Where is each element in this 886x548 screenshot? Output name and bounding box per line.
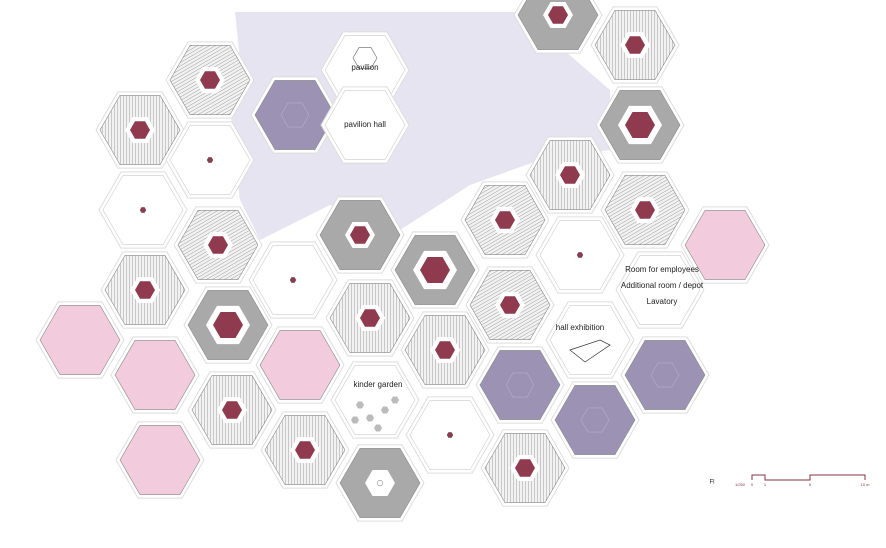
floor-label: Fl — [710, 480, 715, 486]
play-element — [356, 401, 364, 409]
scale-tick: 5 — [809, 482, 812, 487]
hex-white — [619, 255, 701, 325]
exhibit-outline — [569, 339, 611, 363]
play-element — [374, 424, 382, 432]
hex-core — [435, 341, 455, 359]
label-hall-exhibition: hall exhibition — [556, 323, 604, 332]
hex-inner — [580, 407, 610, 433]
hex-core — [420, 257, 450, 283]
label-lavatory: Lavatory — [647, 297, 678, 306]
hex-pink — [39, 305, 121, 375]
pavilion-outline — [352, 47, 378, 69]
hex-dot — [446, 432, 454, 438]
hex-pink — [684, 210, 766, 280]
scale-tick: 0 — [751, 482, 754, 487]
hex-purple — [479, 350, 561, 420]
hex-dot — [576, 252, 584, 258]
scale-bar: 1/250 0 1 5 10 m — [735, 474, 871, 487]
hex-dot — [139, 207, 147, 213]
hex-core — [515, 459, 535, 477]
hex-core — [635, 201, 655, 219]
label-kinder-garden: kinder garden — [354, 380, 403, 389]
hex-dot — [206, 157, 214, 163]
hex-core — [495, 211, 515, 229]
hex-core — [500, 296, 520, 314]
scale-tick: 1 — [764, 482, 767, 487]
hex-dot — [289, 277, 297, 283]
hex-white — [324, 90, 406, 160]
hex-core — [295, 441, 315, 459]
play-element — [381, 406, 389, 414]
label-employees: Room for employees — [625, 265, 699, 274]
hex-core — [560, 166, 580, 184]
hex-core — [625, 112, 655, 138]
hex-purple — [624, 340, 706, 410]
scale-label: 1/250 — [735, 482, 746, 487]
label-pavilion-hall: pavilion hall — [344, 120, 386, 129]
play-element — [366, 414, 374, 422]
hex-core — [130, 121, 150, 139]
play-element — [351, 416, 359, 424]
hex-modules — [35, 0, 770, 522]
hex-core — [222, 401, 242, 419]
hex-white — [549, 305, 631, 375]
hex-inner — [650, 362, 680, 388]
label-depot: Additional room / depot — [621, 281, 704, 290]
hex-inner — [280, 102, 310, 128]
hex-pink — [114, 340, 196, 410]
hex-pink — [259, 330, 341, 400]
hex-inner — [505, 372, 535, 398]
hex-core — [200, 71, 220, 89]
label-pavilion: pavilion — [351, 63, 378, 72]
hex-core — [625, 36, 645, 54]
hex-purple — [554, 385, 636, 455]
hex-core — [135, 281, 155, 299]
hex-core — [548, 6, 568, 24]
play-element — [391, 396, 399, 404]
hex-core — [360, 309, 380, 327]
hex-purple — [254, 80, 336, 150]
hex-dot — [376, 480, 384, 486]
scale-tick: 10 m — [861, 482, 871, 487]
hex-pink — [119, 425, 201, 495]
hex-core — [213, 312, 243, 338]
hex-core — [350, 226, 370, 244]
hex-core — [208, 236, 228, 254]
